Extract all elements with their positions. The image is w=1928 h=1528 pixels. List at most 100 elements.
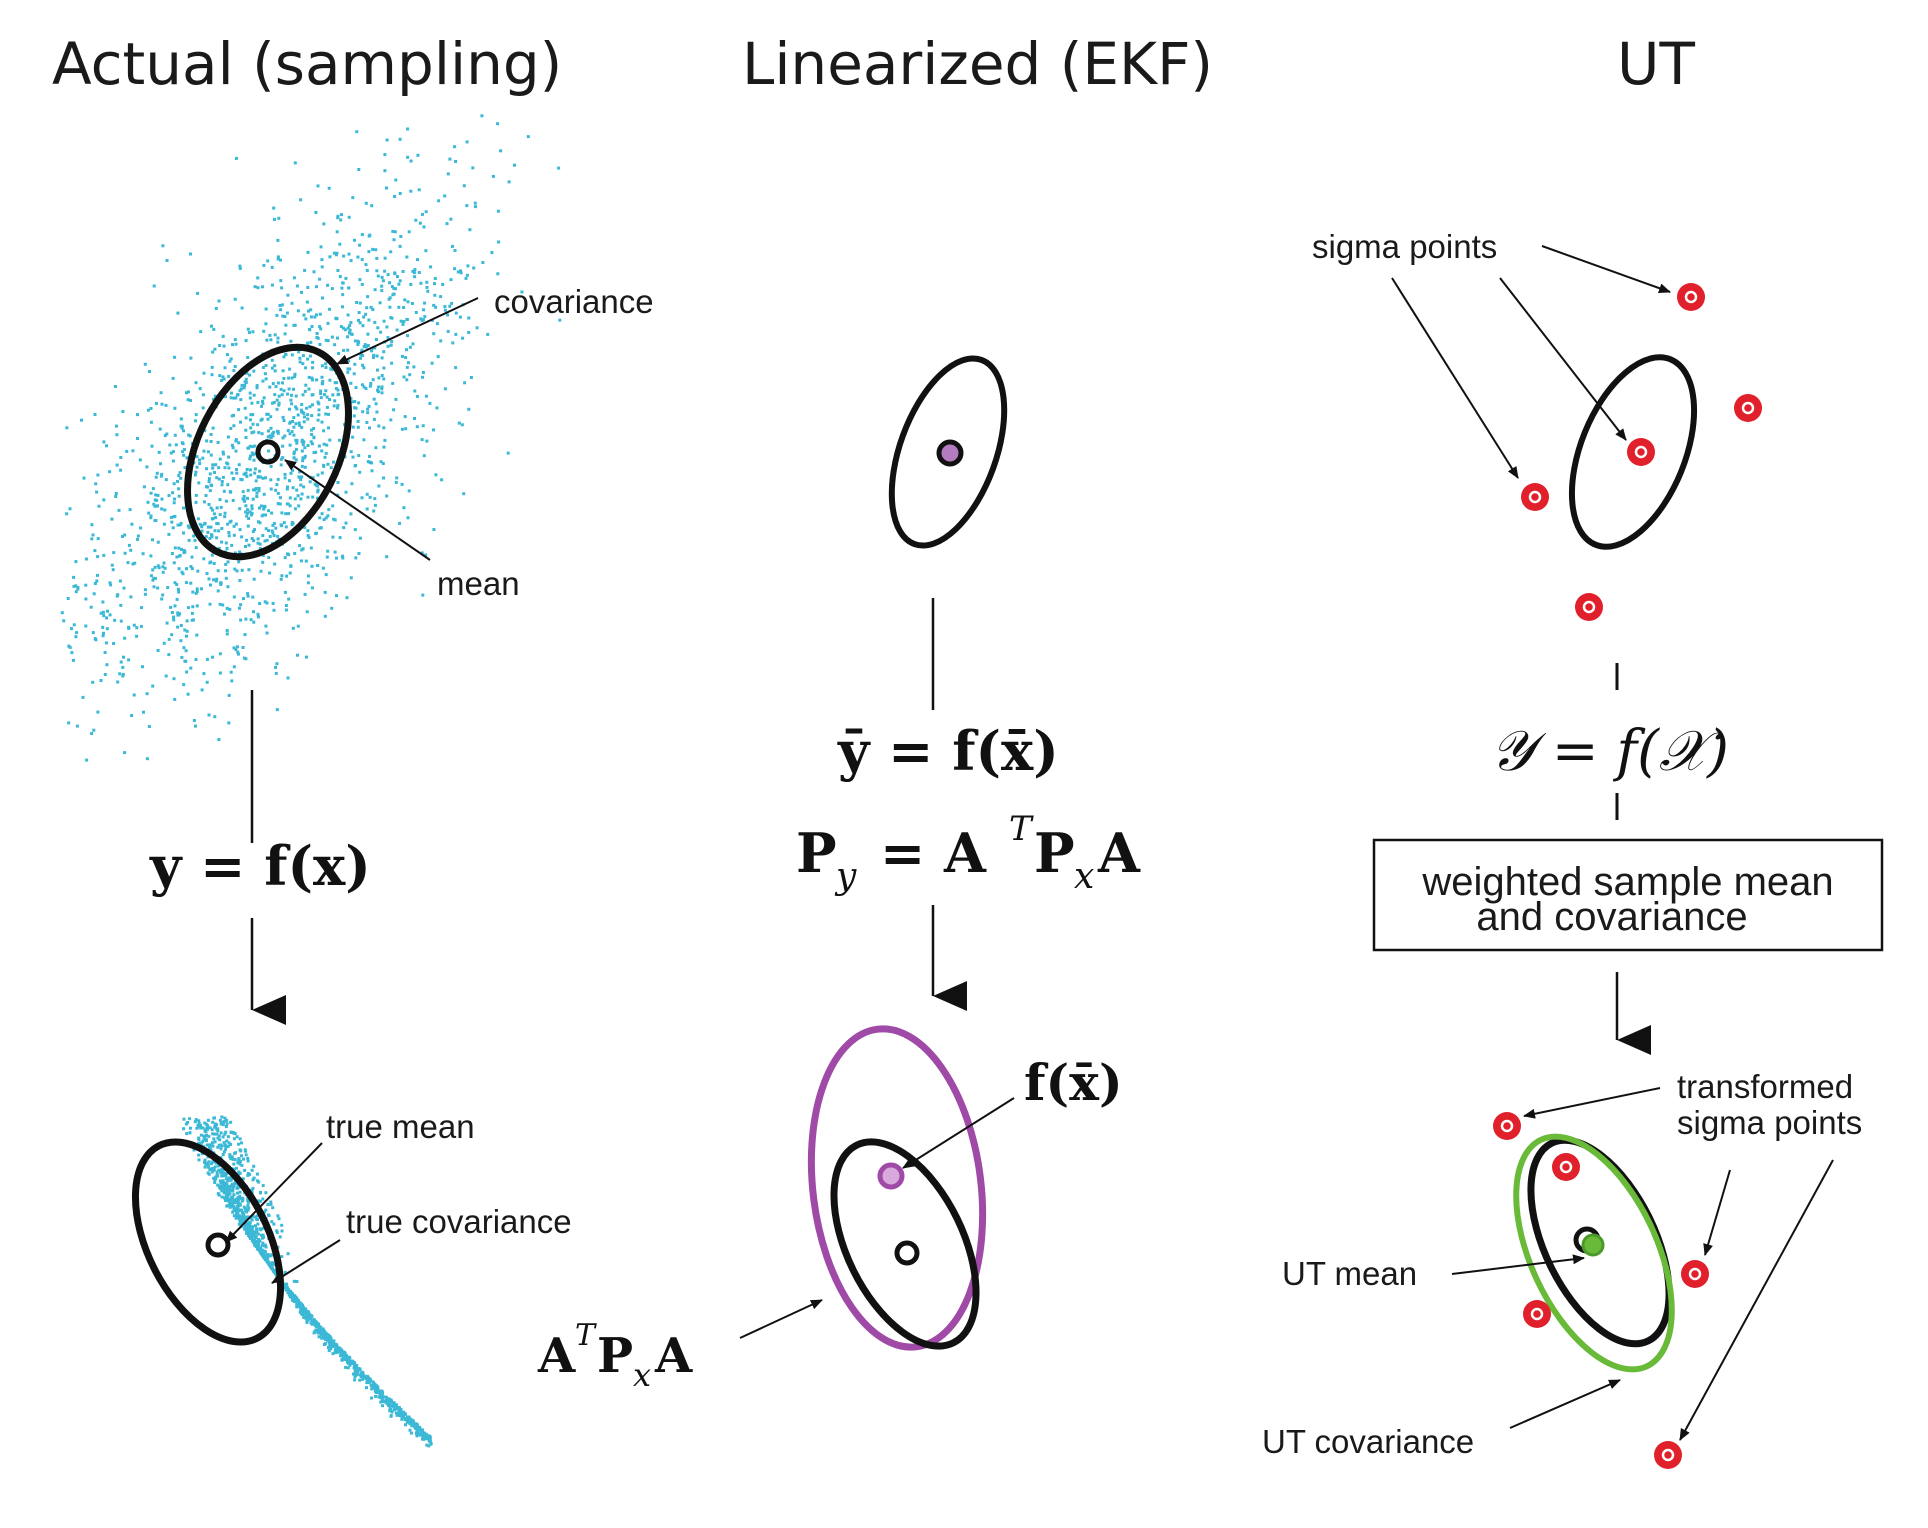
transformed-sample-point <box>428 1436 432 1440</box>
sample-point <box>295 407 299 411</box>
transformed-sample-point <box>221 1179 225 1183</box>
sample-point <box>210 553 214 557</box>
sample-point <box>234 449 238 453</box>
sample-point <box>259 504 263 508</box>
transformed-sample-point <box>272 1263 276 1267</box>
sample-point <box>187 433 191 437</box>
sample-point <box>242 597 245 601</box>
sample-point <box>225 629 229 632</box>
transformed-sample-point <box>419 1430 423 1434</box>
transformed-sample-point <box>211 1160 215 1164</box>
sample-point <box>156 493 160 497</box>
sample-point <box>202 371 206 375</box>
sample-point <box>155 401 158 405</box>
sample-point <box>335 230 339 234</box>
sample-point <box>241 490 245 494</box>
transformed-sample-point <box>257 1199 261 1203</box>
sample-point <box>226 462 230 466</box>
sample-point <box>341 326 345 330</box>
sample-point <box>304 317 308 321</box>
true-mean-pointer <box>225 1142 323 1243</box>
sample-point <box>406 300 410 304</box>
sample-point <box>459 271 463 275</box>
sample-point <box>172 615 176 619</box>
sample-point <box>389 250 393 254</box>
sample-point <box>223 612 226 616</box>
sample-point <box>293 161 297 165</box>
transformed-sample-point <box>221 1171 225 1175</box>
sample-point <box>251 488 255 492</box>
transformed-sample-point <box>255 1217 259 1221</box>
transformed-sample-point <box>206 1161 210 1165</box>
sample-point <box>399 235 403 238</box>
transformed-sample-point <box>427 1439 431 1443</box>
sample-point <box>243 380 247 384</box>
sample-point <box>312 427 316 430</box>
sample-point <box>230 443 234 447</box>
sample-point <box>435 406 439 410</box>
sample-point <box>433 293 437 297</box>
sample-point <box>360 496 364 500</box>
sample-point <box>368 454 371 458</box>
transformed-sample-point <box>206 1118 210 1122</box>
sample-point <box>191 605 195 609</box>
sample-point <box>326 339 330 343</box>
sample-point <box>359 356 362 360</box>
transformed-sample-point <box>214 1175 218 1179</box>
transformed-sample-point <box>387 1404 390 1407</box>
sample-point <box>225 546 229 550</box>
sample-point <box>278 496 282 500</box>
sample-point <box>251 330 255 334</box>
sample-point <box>303 465 307 469</box>
transformed-sample-point <box>371 1381 375 1385</box>
sample-point <box>298 544 302 548</box>
sample-point <box>195 604 199 608</box>
sample-point <box>237 441 241 445</box>
transformed-sample-point <box>272 1268 276 1272</box>
sample-point <box>66 597 70 600</box>
sample-point <box>159 462 162 466</box>
sample-point <box>357 168 361 171</box>
sample-point <box>212 512 216 516</box>
ut-covariance-ellipse <box>1513 1133 1675 1373</box>
sample-point <box>221 334 225 338</box>
sample-point <box>464 276 468 280</box>
sample-point <box>375 410 379 414</box>
sample-point <box>248 468 252 472</box>
sample-point <box>213 471 216 474</box>
sample-point <box>270 511 274 515</box>
sample-point <box>177 546 181 550</box>
transformed-sample-point <box>203 1121 207 1125</box>
sample-point <box>218 457 222 461</box>
sample-point <box>189 565 193 568</box>
sample-point <box>180 426 184 430</box>
sigma-points-transformed <box>1493 1112 1709 1469</box>
sample-point <box>301 456 305 460</box>
label-sigma-points: sigma points <box>1312 228 1497 265</box>
transformed-sample-point <box>269 1200 273 1204</box>
sample-point <box>189 252 192 256</box>
sample-point <box>272 430 276 434</box>
sample-point <box>259 418 263 422</box>
sample-point <box>255 386 259 390</box>
transformed-sample-point <box>232 1162 236 1166</box>
sample-point <box>91 631 95 635</box>
sample-point <box>182 551 186 555</box>
transformed-sample-point <box>277 1217 281 1221</box>
sample-point <box>215 577 219 581</box>
sample-point <box>118 579 122 583</box>
sample-point <box>380 374 384 377</box>
transformed-sample-point <box>205 1127 209 1130</box>
sample-point <box>496 209 500 213</box>
sample-point <box>251 413 255 417</box>
sample-point <box>301 362 305 366</box>
sample-point <box>300 440 304 444</box>
transformed-sample-point <box>308 1317 312 1321</box>
sample-point <box>327 426 330 430</box>
transformed-sample-point <box>355 1367 359 1370</box>
sample-point <box>264 527 268 531</box>
sample-point <box>262 492 266 496</box>
sample-point <box>334 317 338 321</box>
sample-point <box>182 429 185 433</box>
sample-point <box>164 478 168 482</box>
